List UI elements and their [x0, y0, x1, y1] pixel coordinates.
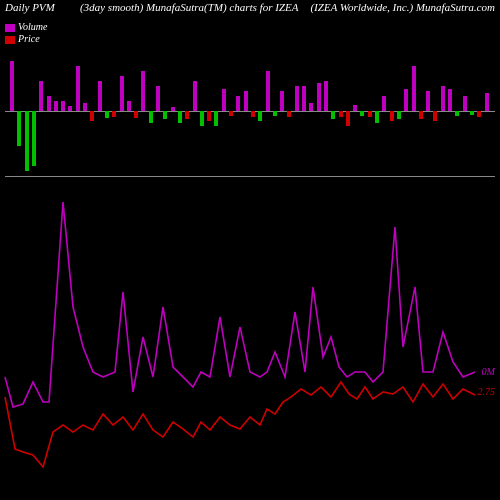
- pvm-bar: [317, 83, 321, 111]
- pvm-bar: [149, 111, 153, 123]
- legend-volume: Volume: [5, 22, 500, 34]
- price-volume-line-chart: 0M 2.75: [5, 177, 495, 477]
- pvm-bar: [98, 81, 102, 111]
- pvm-bar: [222, 89, 226, 111]
- pvm-bar: [105, 111, 109, 118]
- pvm-bar: [112, 111, 116, 117]
- pvm-bar: [419, 111, 423, 119]
- pvm-bar: [485, 93, 489, 111]
- pvm-bar: [214, 111, 218, 126]
- pvm-bar: [448, 89, 452, 111]
- pvm-bar: [470, 111, 474, 115]
- pvm-bar: [346, 111, 350, 126]
- pvm-bar: [120, 76, 124, 111]
- volume-line: [5, 202, 475, 407]
- pvm-bar: [324, 81, 328, 111]
- pvm-bar: [382, 96, 386, 111]
- price-line: [5, 382, 475, 467]
- y-label-volume: 0M: [482, 367, 495, 378]
- pvm-bar: [200, 111, 204, 126]
- pvm-bar: [353, 105, 357, 111]
- pvm-bar: [477, 111, 481, 117]
- legend-volume-label: Volume: [18, 22, 47, 34]
- pvm-bar: [185, 111, 189, 119]
- pvm-bar: [39, 81, 43, 111]
- pvm-bar: [163, 111, 167, 119]
- pvm-bar: [141, 71, 145, 111]
- pvm-bar: [390, 111, 394, 121]
- pvm-bar: [32, 111, 36, 166]
- pvm-bar: [171, 107, 175, 111]
- pvm-bar: [273, 111, 277, 116]
- title-left: Daily PVM: [5, 2, 55, 14]
- volume-swatch: [5, 24, 15, 32]
- legend-price: Price: [5, 34, 500, 46]
- pvm-bar: [404, 89, 408, 111]
- pvm-bar: [426, 91, 430, 111]
- pvm-bar: [287, 111, 291, 117]
- pvm-bar: [68, 106, 72, 111]
- pvm-bar: [331, 111, 335, 119]
- pvm-bar: [193, 81, 197, 111]
- legend-price-label: Price: [18, 34, 40, 46]
- pvm-bar: [302, 86, 306, 111]
- pvm-bar: [375, 111, 379, 123]
- pvm-bar: [309, 103, 313, 111]
- pvm-bar: [258, 111, 262, 121]
- chart-header: Daily PVM (3day smooth) MunafaSutra(TM) …: [0, 0, 500, 22]
- pvm-bar: [76, 66, 80, 111]
- pvm-bar-chart: [5, 46, 495, 177]
- pvm-bar: [266, 71, 270, 111]
- pvm-bar: [236, 96, 240, 111]
- pvm-bar: [463, 96, 467, 111]
- pvm-bar: [229, 111, 233, 116]
- title-right: (IZEA Worldwide, Inc.) MunafaSutra.com: [310, 2, 495, 14]
- pvm-bar: [134, 111, 138, 118]
- pvm-bar: [17, 111, 21, 146]
- pvm-bar: [127, 101, 131, 111]
- price-swatch: [5, 36, 15, 44]
- pvm-bar: [61, 101, 65, 111]
- pvm-bar: [54, 101, 58, 111]
- title-center: (3day smooth) MunafaSutra(TM) charts for…: [80, 2, 298, 14]
- pvm-bar: [244, 91, 248, 111]
- pvm-bar: [178, 111, 182, 123]
- pvm-bar: [25, 111, 29, 171]
- pvm-bar: [47, 96, 51, 111]
- pvm-bar: [83, 103, 87, 111]
- pvm-bar: [207, 111, 211, 121]
- pvm-bar: [280, 91, 284, 111]
- y-label-price: 2.75: [478, 387, 496, 398]
- pvm-bar: [156, 86, 160, 111]
- pvm-bar: [251, 111, 255, 117]
- pvm-bar: [10, 61, 14, 111]
- pvm-bar: [368, 111, 372, 117]
- pvm-bar: [455, 111, 459, 116]
- legend: Volume Price: [0, 22, 500, 46]
- pvm-bar: [295, 86, 299, 111]
- pvm-bar: [360, 111, 364, 116]
- pvm-bar: [433, 111, 437, 121]
- pvm-bar: [339, 111, 343, 117]
- pvm-bar: [397, 111, 401, 119]
- pvm-bar: [441, 86, 445, 111]
- pvm-bar: [90, 111, 94, 121]
- pvm-bar: [412, 66, 416, 111]
